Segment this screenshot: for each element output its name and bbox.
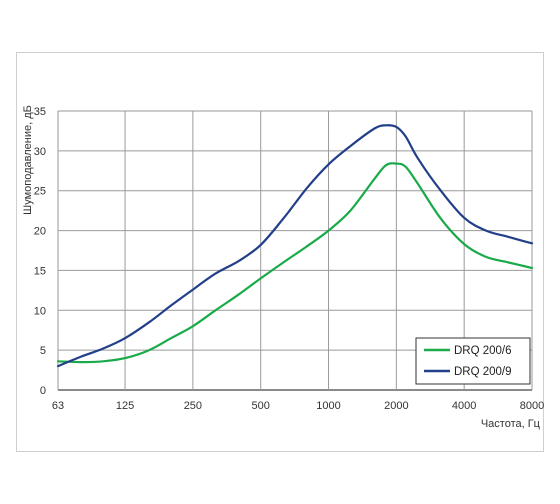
y-tick-label: 0 [40,385,46,397]
y-tick-label: 15 [34,265,46,277]
legend-label-drq-200-6: DRQ 200/6 [454,345,512,357]
series-line-drq-200-9 [56,124,534,368]
x-tick-label: 500 [252,400,270,412]
y-tick-labels: 0 5 10 15 20 25 30 35 [34,106,46,397]
y-tick-label: 35 [34,106,46,118]
x-tick-label: 1000 [316,400,340,412]
x-tick-label: 250 [184,400,202,412]
x-tick-label: 2000 [384,400,408,412]
legend-box [415,337,531,385]
x-tick-label: 8000 [520,400,544,412]
legend: DRQ 200/6 DRQ 200/9 [415,337,531,385]
y-tick-label: 5 [40,345,46,357]
x-tick-label: 125 [116,400,134,412]
x-axis-title: Частота, Гц [481,418,541,430]
y-tick-label: 20 [34,226,46,238]
chart-frame [16,52,544,452]
x-tick-labels: 63 125 250 500 1000 2000 4000 8000 [52,400,544,412]
x-tick-label: 63 [52,400,64,412]
grid [57,110,533,391]
series-lines [56,124,534,368]
y-tick-label: 10 [34,305,46,317]
y-tick-label: 25 [34,186,46,198]
legend-label-drq-200-9: DRQ 200/9 [454,366,512,378]
x-tick-label: 4000 [452,400,476,412]
series-line-drq-200-6 [56,162,534,364]
y-tick-label: 30 [34,146,46,158]
y-axis-title: Шумоподавление, дБ [22,105,34,215]
